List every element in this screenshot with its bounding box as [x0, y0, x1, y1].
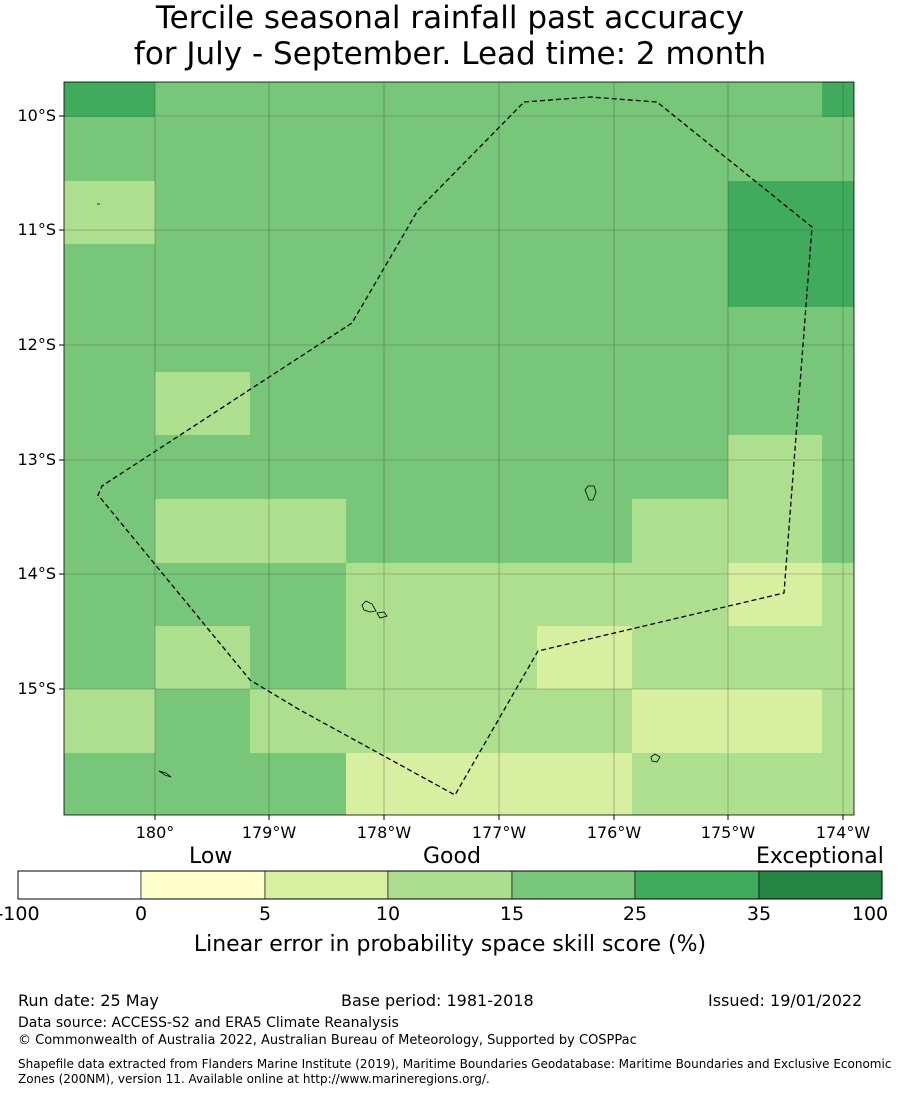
- skill-cell: [155, 499, 346, 563]
- skill-cell: [155, 372, 250, 435]
- colorbar-tick: 25: [622, 903, 648, 925]
- copyright: © Commonwealth of Australia 2022, Austra…: [18, 1033, 637, 1048]
- colorbar-tick: 5: [258, 903, 272, 925]
- skill-cell: [346, 626, 537, 689]
- lat-label: 12°S: [17, 335, 56, 354]
- run-date: Run date: 25 May: [18, 991, 159, 1010]
- colorbar-title: Linear error in probability space skill …: [193, 932, 707, 957]
- colorbar-swatch: [264, 870, 389, 900]
- skill-cell: [346, 753, 632, 815]
- map-title-line-1: Tercile seasonal rainfall past accuracy: [155, 0, 745, 36]
- legend-category-exceptional: Exceptional: [756, 844, 884, 869]
- lon-label: 176°W: [586, 823, 642, 842]
- colorbar-swatch: [387, 870, 513, 900]
- lon-label: 174°W: [815, 823, 871, 842]
- lon-label: 177°W: [471, 823, 527, 842]
- issued-date: Issued: 19/01/2022: [708, 991, 863, 1010]
- lat-label: 11°S: [17, 220, 56, 239]
- map-gridlines: [64, 82, 854, 815]
- shapefile-credit: Shapefile data extracted from Flanders M…: [18, 1057, 892, 1086]
- island-outline: [584, 485, 597, 501]
- lat-label: 13°S: [17, 450, 56, 469]
- skill-cell: [728, 435, 822, 563]
- lon-label: 178°W: [356, 823, 412, 842]
- skill-cell: [728, 181, 854, 307]
- island-outlines: [97, 203, 661, 778]
- skill-cell: [632, 753, 854, 815]
- colorbar-tick: 15: [499, 903, 525, 925]
- skill-cell: [64, 181, 155, 244]
- lat-label: 15°S: [17, 679, 56, 698]
- colorbar-tick: 35: [746, 903, 772, 925]
- colorbar-tick: -100: [0, 903, 40, 925]
- skill-cell: [822, 82, 854, 117]
- island-outline: [361, 600, 377, 613]
- island-outline: [650, 753, 661, 763]
- skill-cell: [822, 689, 854, 753]
- data-source: Data source: ACCESS-S2 and ERA5 Climate …: [18, 1015, 399, 1031]
- axis-ticks: [59, 115, 844, 820]
- colorbar-tick: 0: [134, 903, 148, 925]
- skill-cell: [632, 689, 822, 753]
- colorbar-tick: 100: [851, 903, 889, 925]
- colorbar-swatch: [511, 870, 636, 900]
- skill-score-cells: [64, 82, 854, 815]
- colorbar-swatch: [140, 870, 266, 900]
- lat-label: 14°S: [17, 564, 56, 583]
- colorbar-swatch: [758, 870, 883, 900]
- lat-label: 10°S: [17, 106, 56, 125]
- lon-label: 180°: [135, 823, 175, 842]
- skill-score-map: [59, 81, 855, 820]
- colorbar-tick: 10: [375, 903, 401, 925]
- eez-boundary: [97, 96, 813, 796]
- skill-cell: [64, 82, 155, 117]
- skill-cell: [632, 499, 728, 563]
- map-frame: [63, 81, 855, 816]
- island-outline: [158, 770, 172, 778]
- legend-category-low: Low: [189, 844, 233, 869]
- skill-cell: [250, 689, 632, 753]
- map-title-line-2: for July - September. Lead time: 2 month: [133, 36, 767, 72]
- skill-cell: [632, 626, 854, 689]
- lon-label: 175°W: [700, 823, 756, 842]
- skill-cell: [155, 626, 250, 689]
- skill-cell: [537, 626, 632, 689]
- colorbar-swatch: [17, 870, 142, 900]
- legend-category-good: Good: [423, 844, 481, 869]
- colorbar-swatch: [634, 870, 760, 900]
- base-period: Base period: 1981-2018: [341, 991, 534, 1010]
- island-outline: [376, 611, 388, 619]
- lon-label: 179°W: [241, 823, 297, 842]
- skill-cell: [64, 689, 155, 753]
